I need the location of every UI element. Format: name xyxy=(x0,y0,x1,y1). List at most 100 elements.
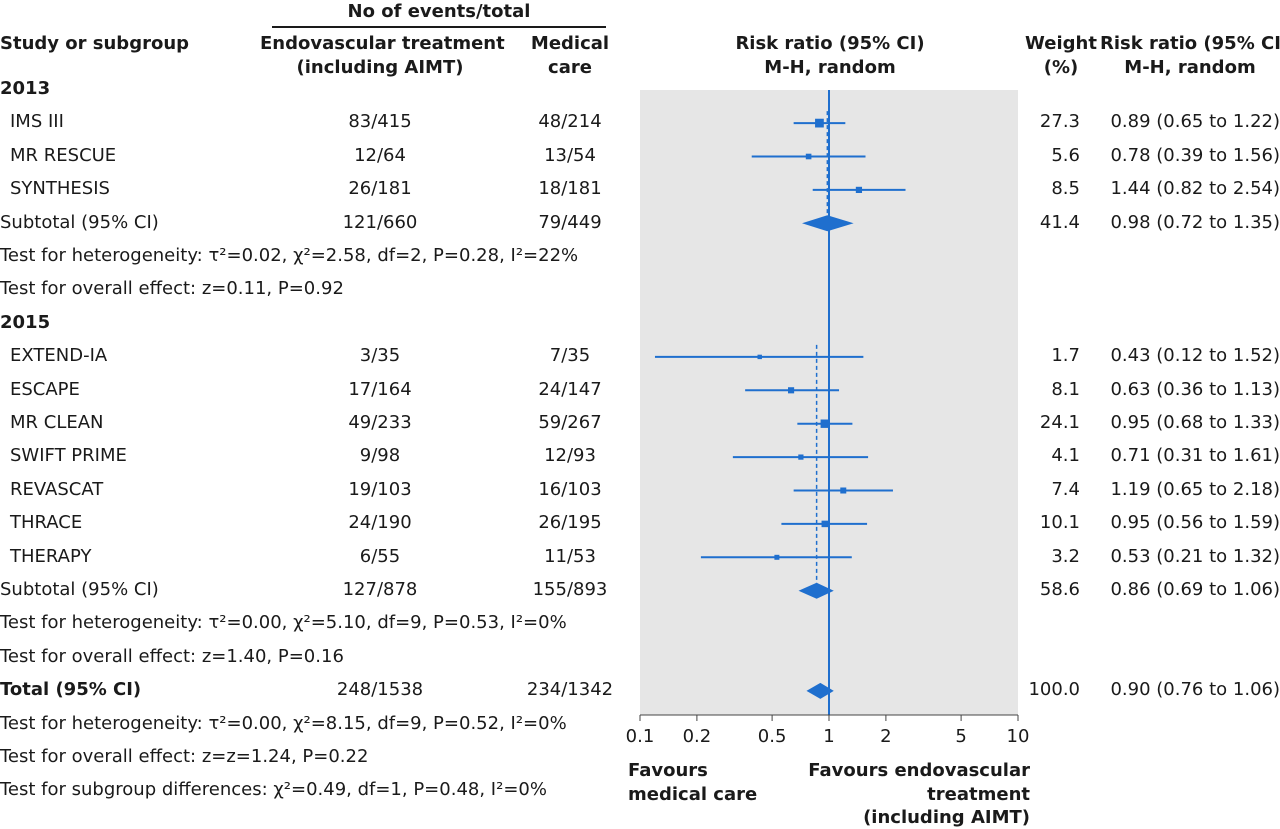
test-statistic-text: Test for overall effect: z=0.11, P=0.92 xyxy=(0,278,344,300)
study-point-estimate xyxy=(840,487,847,494)
x-tick-label: 2 xyxy=(880,726,892,747)
endo-events: 127/878 xyxy=(342,579,418,600)
study-name: ESCAPE xyxy=(10,378,80,400)
weight-header-line1: Weight xyxy=(1025,33,1097,54)
total-label: Total (95% CI) xyxy=(0,679,142,701)
endo-events: 49/233 xyxy=(348,412,412,433)
rr2-header-line2: M-H, random xyxy=(1124,57,1256,78)
endo-events: 248/1538 xyxy=(336,679,424,701)
weight-value: 27.3 xyxy=(1039,111,1080,133)
med-events: 155/893 xyxy=(532,579,608,600)
test-statistic-text: Test for heterogeneity: τ²=0.02, χ²=2.58… xyxy=(0,245,579,266)
events-group-rule xyxy=(272,26,606,28)
med-events: 79/449 xyxy=(538,211,602,233)
risk-ratio-ci: 1.19 (0.65 to 2.18) xyxy=(1110,478,1280,500)
weight-value: 8.5 xyxy=(1051,178,1080,200)
study-point-estimate xyxy=(855,186,863,194)
risk-ratio-ci: 0.98 (0.72 to 1.35) xyxy=(1110,211,1280,233)
risk-ratio-ci: 0.95 (0.56 to 1.59) xyxy=(1110,512,1280,534)
test-statistic-text: Test for heterogeneity: τ²=0.00, χ²=8.15… xyxy=(0,712,567,734)
test-statistic-text: Test for overall effect: z=z=1.24, P=0.2… xyxy=(0,746,369,767)
med-events: 234/1342 xyxy=(526,679,614,701)
weight-value: 24.1 xyxy=(1039,412,1080,433)
weight-header-line2: (%) xyxy=(1043,57,1079,78)
favours-right-line2: treatment xyxy=(927,784,1030,805)
endo-events: 6/55 xyxy=(359,545,401,567)
weight-value: 3.2 xyxy=(1051,545,1080,567)
study-name: EXTEND-IA xyxy=(10,345,108,367)
endo-events: 12/64 xyxy=(354,144,406,166)
weight-value: 100.0 xyxy=(1028,679,1080,701)
subtotal-diamond xyxy=(802,215,854,232)
group-heading: 2015 xyxy=(0,311,51,333)
risk-ratio-ci: 0.53 (0.21 to 1.32) xyxy=(1110,545,1280,567)
x-tick-label: 0.2 xyxy=(682,726,712,747)
endo-events: 26/181 xyxy=(348,178,412,200)
weight-value: 41.4 xyxy=(1039,211,1080,233)
med-events: 12/93 xyxy=(544,445,596,467)
weight-value: 58.6 xyxy=(1039,579,1080,600)
x-tick-label: 10 xyxy=(1006,726,1030,747)
total-diamond xyxy=(806,682,834,699)
study-point-estimate xyxy=(815,118,824,128)
risk-ratio-ci: 1.44 (0.82 to 2.54) xyxy=(1110,178,1280,200)
study-name: SWIFT PRIME xyxy=(10,445,127,467)
risk-ratio-ci: 0.95 (0.68 to 1.33) xyxy=(1110,412,1280,433)
subtotal-diamond xyxy=(798,582,834,599)
weight-value: 5.6 xyxy=(1051,144,1080,166)
study-name: MR RESCUE xyxy=(10,144,117,166)
risk-ratio-ci: 0.90 (0.76 to 1.06) xyxy=(1110,679,1280,701)
subtotal-label: Subtotal (95% CI) xyxy=(0,211,159,233)
risk-ratio-ci: 0.43 (0.12 to 1.52) xyxy=(1110,345,1280,367)
weight-value: 4.1 xyxy=(1051,445,1080,467)
med-events: 7/35 xyxy=(549,345,591,367)
study-point-estimate xyxy=(805,153,812,160)
risk-ratio-ci: 0.63 (0.36 to 1.13) xyxy=(1110,378,1280,400)
med-header-line1: Medical xyxy=(530,33,610,54)
endo-events: 17/164 xyxy=(348,378,412,400)
med-events: 48/214 xyxy=(538,111,602,133)
study-point-estimate xyxy=(774,554,780,560)
favours-left-line2: medical care xyxy=(628,784,758,805)
x-tick-label: 5 xyxy=(955,726,967,747)
weight-value: 8.1 xyxy=(1051,378,1080,400)
study-name: IMS III xyxy=(10,111,64,133)
med-events: 16/103 xyxy=(538,478,602,500)
weight-value: 1.7 xyxy=(1051,345,1080,367)
med-events: 13/54 xyxy=(544,144,596,166)
test-statistic-text: Test for overall effect: z=1.40, P=0.16 xyxy=(0,645,344,667)
rr2-header-line1: Risk ratio (95% CI) xyxy=(1100,33,1280,54)
endo-events: 9/98 xyxy=(359,445,401,467)
endo-header-line2: (including AIMT) xyxy=(296,57,464,78)
weight-value: 7.4 xyxy=(1051,478,1080,500)
study-column-header: Study or subgroup xyxy=(0,33,190,54)
study-point-estimate xyxy=(798,454,804,460)
endo-events: 24/190 xyxy=(348,512,412,534)
favours-right-line1: Favours endovascular xyxy=(808,760,1030,781)
endo-events: 121/660 xyxy=(342,211,418,233)
study-point-estimate xyxy=(757,354,762,360)
x-tick-label: 0.5 xyxy=(757,726,787,747)
study-name: SYNTHESIS xyxy=(10,178,110,200)
favours-left-line1: Favours xyxy=(628,760,708,781)
med-events: 26/195 xyxy=(538,512,602,534)
study-point-estimate xyxy=(788,387,795,394)
med-events: 59/267 xyxy=(538,412,602,433)
weight-value: 10.1 xyxy=(1039,512,1080,534)
group-heading: 2013 xyxy=(0,78,51,99)
endo-events: 83/415 xyxy=(348,111,412,133)
risk-ratio-ci: 0.86 (0.69 to 1.06) xyxy=(1110,579,1280,600)
med-events: 24/147 xyxy=(538,378,602,400)
subtotal-label: Subtotal (95% CI) xyxy=(0,579,159,600)
x-tick-label: 0.1 xyxy=(625,726,655,747)
endo-events: 3/35 xyxy=(359,345,401,367)
risk-ratio-ci: 0.71 (0.31 to 1.61) xyxy=(1110,445,1280,467)
risk-ratio-ci: 0.78 (0.39 to 1.56) xyxy=(1110,144,1280,166)
med-header-line2: care xyxy=(548,57,592,78)
endo-header-line1: Endovascular treatment xyxy=(260,33,505,54)
x-tick-label: 1 xyxy=(823,726,835,747)
test-statistic-text: Test for heterogeneity: τ²=0.00, χ²=5.10… xyxy=(0,612,567,634)
study-name: REVASCAT xyxy=(10,478,104,500)
endo-events: 19/103 xyxy=(348,478,412,500)
